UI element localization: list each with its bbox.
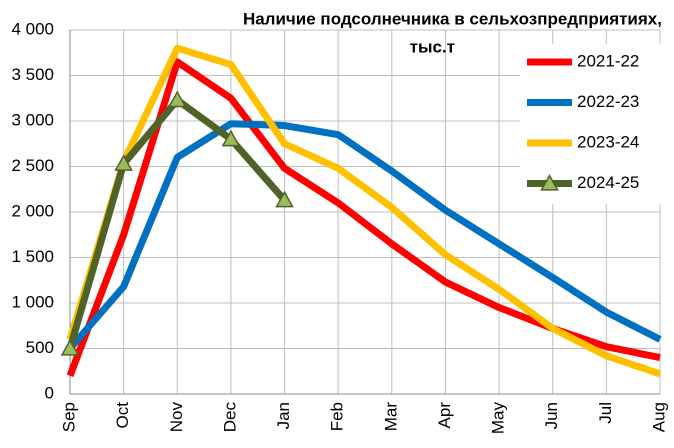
legend-box [520,44,666,204]
x-tick-label: Feb [328,402,347,431]
chart-title: Наличие подсолнечника в сельхозпредприят… [243,9,662,28]
x-tick-label: Aug [649,402,668,432]
legend: 2021-22 2022-23 2023-24 2024-25 [527,51,639,192]
series-line [66,44,662,378]
legend-label: 2024-25 [577,173,639,192]
x-tick-label: Dec [220,402,239,433]
x-tick-label: Jul [596,402,615,424]
marker [275,190,294,208]
y-tick-label: 2 500 [11,156,54,175]
chart-title: тыс.т [410,37,455,56]
marker [60,338,80,356]
y-tick-label: 2 000 [11,201,54,220]
y-tick-label: 0 [45,383,54,402]
legend-label: 2021-22 [577,51,639,70]
x-tick-label: Mar [381,402,400,432]
y-tick-label: 500 [26,338,54,357]
x-tick-label: Apr [435,402,454,429]
marker [167,90,187,108]
x-tick-label: Jun [542,402,561,429]
plot [60,44,662,378]
legend-label: 2023-24 [577,132,639,151]
x-tick-label: Oct [113,402,132,429]
x-tick-label: May [489,402,508,435]
marker [114,154,133,171]
legend-label: 2022-23 [577,92,639,111]
x-tick-label: Sep [59,402,78,432]
y-tick-label: 4 000 [11,19,54,38]
x-tick-label: Nov [167,402,186,433]
series-line [67,120,662,351]
y-tick-label: 3 000 [11,110,54,129]
marker [221,129,241,147]
y-tick-label: 1 500 [11,247,54,266]
legend-marker [540,173,559,191]
y-tick-label: 3 500 [11,65,54,84]
x-tick-label: Jan [274,402,293,429]
y-tick-label: 1 000 [11,292,54,311]
